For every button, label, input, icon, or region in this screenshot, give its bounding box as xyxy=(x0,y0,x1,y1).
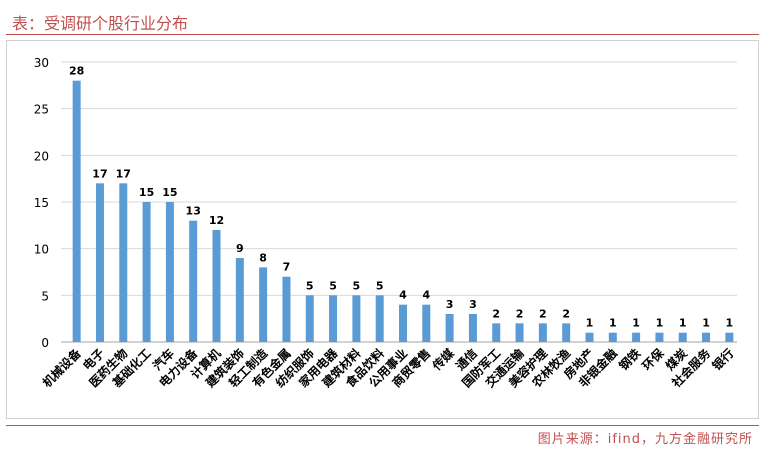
y-tick-label: 5 xyxy=(41,289,49,303)
data-label: 2 xyxy=(562,307,570,320)
bar xyxy=(282,276,291,342)
data-label: 4 xyxy=(422,289,430,302)
bar xyxy=(95,183,104,342)
data-label: 17 xyxy=(92,167,107,180)
bar xyxy=(189,220,198,342)
data-label: 5 xyxy=(376,279,384,292)
data-label: 8 xyxy=(259,251,267,264)
data-label: 1 xyxy=(586,317,594,330)
bar xyxy=(72,80,81,342)
data-label: 3 xyxy=(446,298,454,311)
data-label: 15 xyxy=(139,186,154,199)
bar xyxy=(562,323,571,342)
bar xyxy=(655,332,664,342)
bar xyxy=(142,202,151,342)
y-tick-label: 10 xyxy=(34,243,49,257)
x-tick-label: 环保 xyxy=(639,345,667,373)
data-label: 28 xyxy=(69,65,84,78)
bar xyxy=(375,295,384,342)
bar xyxy=(445,314,454,342)
bar xyxy=(259,267,268,342)
data-label: 5 xyxy=(306,279,314,292)
data-label: 15 xyxy=(162,186,177,199)
data-label: 2 xyxy=(492,307,500,320)
y-tick-label: 25 xyxy=(34,103,49,117)
data-label: 4 xyxy=(399,289,407,302)
data-label: 9 xyxy=(236,242,244,255)
y-tick-label: 20 xyxy=(34,149,49,163)
bar xyxy=(725,332,734,342)
data-label: 5 xyxy=(353,279,361,292)
source-note: 图片来源：ifind，九方金融研究所 xyxy=(537,432,753,447)
bar xyxy=(492,323,501,342)
data-label: 2 xyxy=(539,307,547,320)
bar xyxy=(352,295,361,342)
data-label: 1 xyxy=(609,317,617,330)
data-label: 1 xyxy=(702,317,710,330)
x-tick-label: 银行 xyxy=(709,346,737,374)
data-label: 1 xyxy=(632,317,640,330)
data-label: 1 xyxy=(726,317,734,330)
data-label: 12 xyxy=(209,214,224,227)
bar xyxy=(468,314,477,342)
data-label: 7 xyxy=(283,261,291,274)
data-label: 17 xyxy=(116,167,131,180)
y-tick-label: 0 xyxy=(41,336,49,350)
bar xyxy=(119,183,128,342)
bar xyxy=(538,323,547,342)
data-label: 1 xyxy=(679,317,687,330)
bar xyxy=(399,304,407,342)
data-label: 5 xyxy=(329,279,337,292)
bar xyxy=(329,295,338,342)
bar xyxy=(632,332,641,342)
bar xyxy=(212,230,221,342)
bar xyxy=(678,332,687,342)
y-tick-label: 15 xyxy=(34,196,49,210)
bar xyxy=(702,332,711,342)
bar-chart: 05101520253028机械设备17电子17医药生物15基础化工15汽车13… xyxy=(34,56,737,391)
page-title: 表：受调研个股行业分布 xyxy=(12,14,189,33)
bar xyxy=(165,202,174,342)
bar xyxy=(608,332,617,342)
y-tick-label: 30 xyxy=(34,56,49,70)
x-tick-label: 钢铁 xyxy=(616,346,644,374)
bar xyxy=(235,258,244,342)
footer-divider xyxy=(6,425,759,426)
chart-frame: 0 5 10 15 20 25 30 28 机械设备 17 电子 17 医药生物 15 基础化工 15 汽车 13… xyxy=(6,40,759,419)
bar xyxy=(585,332,594,342)
bar xyxy=(305,295,314,342)
x-tick-label: 机械设备 xyxy=(39,345,84,390)
data-label: 3 xyxy=(469,298,477,311)
title-bar: 表：受调研个股行业分布 xyxy=(6,4,759,35)
x-tick-label: 传媒 xyxy=(428,345,457,374)
bar xyxy=(422,304,431,342)
bar xyxy=(515,323,524,342)
data-label: 1 xyxy=(656,317,664,330)
data-label: 2 xyxy=(516,307,524,320)
data-label: 13 xyxy=(186,205,201,218)
